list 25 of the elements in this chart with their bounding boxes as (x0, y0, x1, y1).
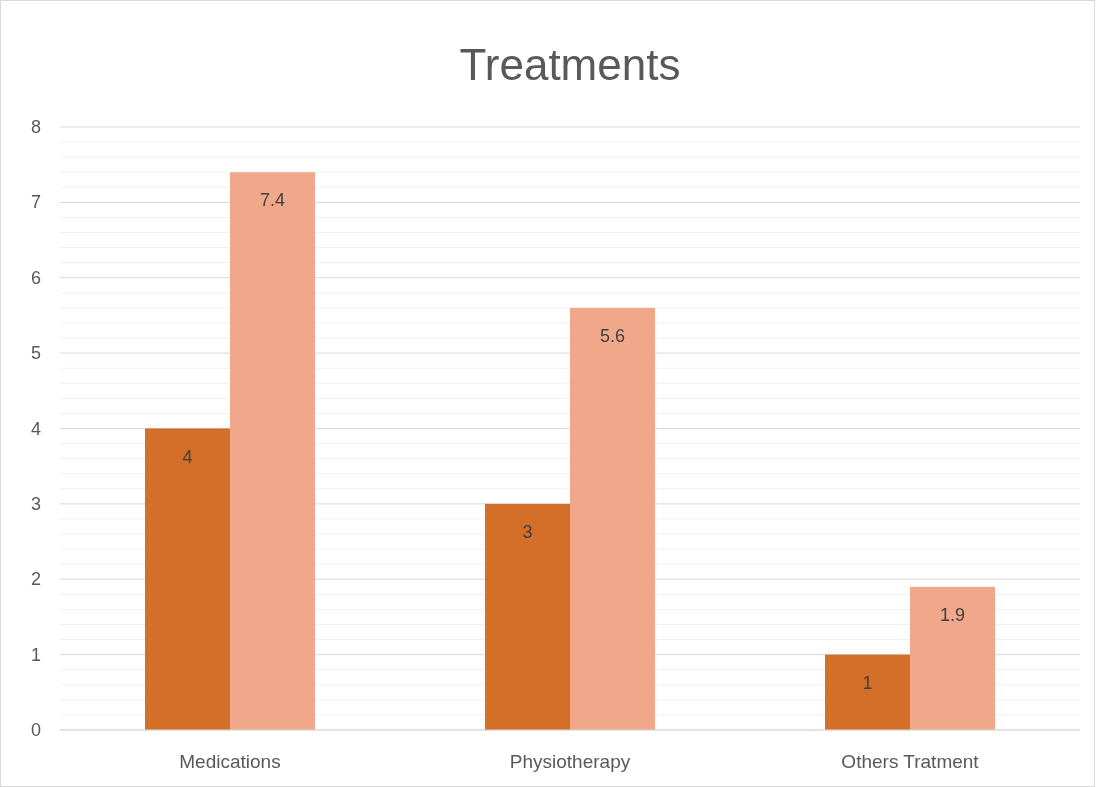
data-label: 4 (182, 446, 193, 467)
data-label: 1.9 (939, 604, 966, 625)
y-tick-label: 4 (30, 418, 42, 439)
y-tick-label: 3 (30, 493, 42, 514)
data-label: 3 (522, 521, 533, 542)
bar (230, 172, 315, 730)
x-tick-label: Others Tratment (841, 751, 980, 772)
x-tick-label: Medications (179, 751, 281, 772)
y-tick-label: 5 (30, 343, 42, 364)
bar (485, 503, 570, 730)
bar (570, 307, 655, 730)
chart-title: Treatments (459, 40, 681, 89)
y-tick-label: 2 (30, 569, 42, 590)
bar (825, 654, 910, 730)
bar (910, 586, 995, 730)
x-tick-label: Physiotherapy (509, 751, 631, 772)
y-tick-label: 8 (30, 117, 42, 137)
bar (145, 428, 230, 730)
y-tick-label: 7 (30, 192, 42, 213)
data-label: 5.6 (599, 325, 626, 346)
data-label: 1 (862, 672, 873, 693)
y-tick-label: 6 (30, 267, 42, 288)
y-tick-label: 1 (30, 644, 42, 665)
y-tick-label: 0 (30, 720, 42, 740)
data-label: 7.4 (259, 190, 286, 211)
